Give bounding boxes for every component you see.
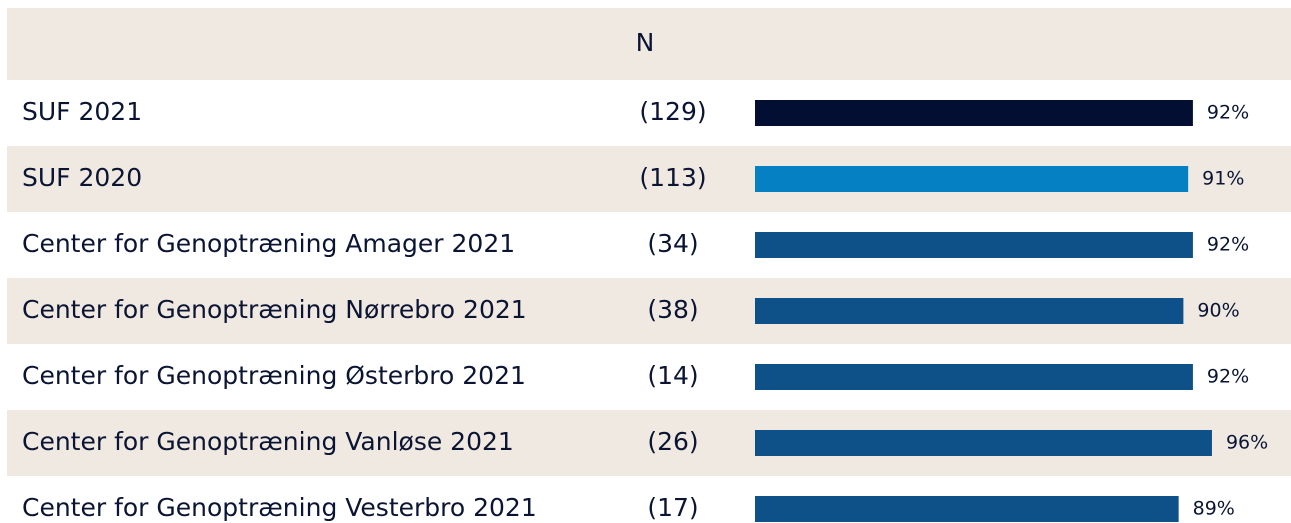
n-label: (17): [647, 493, 698, 522]
n-label: (34): [647, 229, 698, 258]
value-label: 96%: [1226, 432, 1268, 454]
value-label: 91%: [1202, 168, 1244, 190]
bar: [755, 430, 1212, 456]
value-label: 90%: [1197, 300, 1239, 322]
row-label: Center for Genoptræning Østerbro 2021: [22, 361, 526, 390]
n-label: (38): [647, 295, 698, 324]
row-label: SUF 2021: [22, 97, 142, 126]
row-label: Center for Genoptræning Amager 2021: [22, 229, 515, 258]
value-label: 89%: [1193, 498, 1235, 520]
value-label: 92%: [1207, 366, 1249, 388]
bar: [755, 166, 1189, 192]
n-label: (129): [639, 97, 706, 126]
value-label: 92%: [1207, 234, 1249, 256]
bar: [755, 232, 1193, 258]
row-label: Center for Genoptræning Vanløse 2021: [22, 427, 514, 456]
row-label: SUF 2020: [22, 163, 142, 192]
n-label: (113): [639, 163, 706, 192]
n-label: (26): [647, 427, 698, 456]
bar: [755, 496, 1179, 522]
bar: [755, 100, 1193, 126]
column-header: N: [636, 28, 655, 57]
header-row: [7, 8, 1291, 80]
value-label: 92%: [1207, 102, 1249, 124]
row-label: Center for Genoptræning Nørrebro 2021: [22, 295, 527, 324]
bar: [755, 298, 1184, 324]
bar: [755, 364, 1193, 390]
n-label: (14): [647, 361, 698, 390]
row-label: Center for Genoptræning Vesterbro 2021: [22, 493, 537, 522]
